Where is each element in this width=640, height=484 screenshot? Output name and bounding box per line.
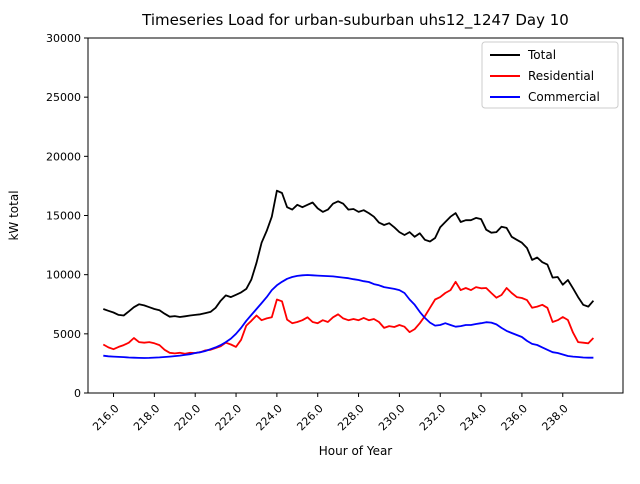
legend-label-commercial: Commercial	[528, 90, 600, 104]
chart-title: Timeseries Load for urban-suburban uhs12…	[141, 11, 569, 30]
y-tick-label: 15000	[46, 210, 81, 223]
legend: Total Residential Commercial	[481, 41, 619, 109]
y-axis-label: kW total	[7, 190, 21, 240]
y-tick-label: 25000	[46, 91, 81, 104]
y-tick-label: 20000	[46, 150, 81, 163]
y-tick-label: 0	[74, 387, 81, 400]
legend-box	[481, 41, 619, 109]
y-tick-label: 5000	[53, 328, 81, 341]
y-tick-label: 10000	[46, 269, 81, 282]
x-axis-label: Hour of Year	[319, 444, 393, 458]
series-line-residential	[102, 280, 595, 355]
series-line-total	[103, 189, 595, 318]
y-axis: 0 5000 10000 15000 20000 25000 30000	[46, 32, 88, 400]
series-line-commercial	[103, 274, 594, 359]
y-tick-label: 30000	[46, 32, 81, 45]
legend-label-total: Total	[527, 48, 556, 62]
legend-label-residential: Residential	[528, 69, 594, 83]
